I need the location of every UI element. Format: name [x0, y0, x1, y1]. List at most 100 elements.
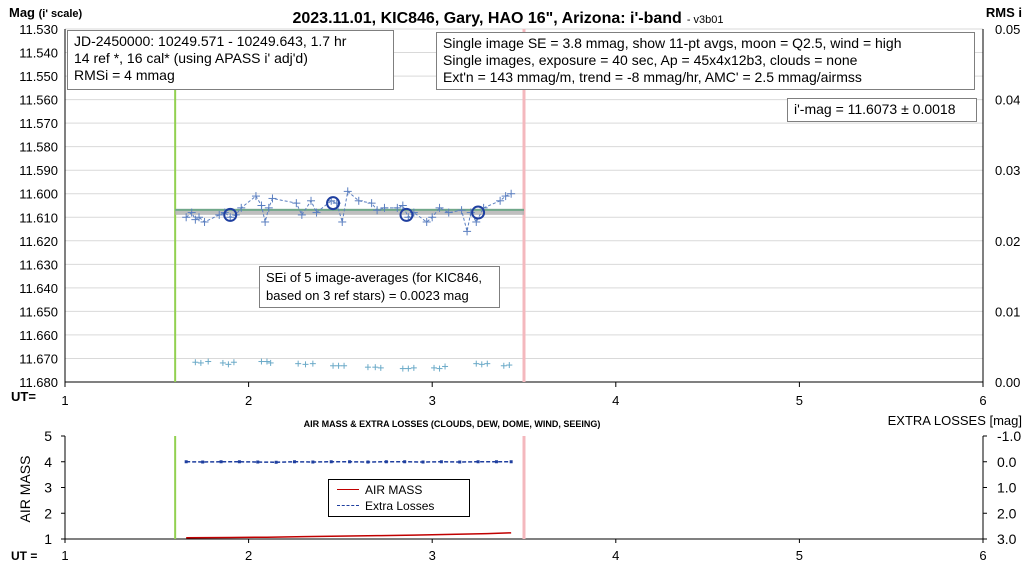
bottom-y2-tick-label: 3.0 — [997, 531, 1017, 547]
top-x-tick-label: 5 — [796, 393, 803, 408]
single-image-point — [182, 213, 191, 222]
top-x-axis-title: UT= — [11, 389, 36, 404]
extra-losses-point — [403, 460, 407, 464]
legend-label-air-mass: AIR MASS — [365, 482, 423, 497]
top-x-tick-label: 6 — [979, 393, 986, 408]
rms-point — [230, 359, 237, 366]
single-image-point — [422, 217, 431, 226]
conditions-info-line: Single image SE = 3.8 mmag, show 11-pt a… — [443, 35, 902, 51]
top-y-tick-label: 11.590 — [19, 163, 58, 178]
rms-point — [192, 359, 199, 366]
rms-point — [364, 364, 371, 371]
conditions-info-line: Ext'n = 143 mmag/m, trend = -8 mmag/hr, … — [443, 69, 862, 85]
bottom-x-tick-label: 2 — [245, 548, 252, 563]
single-image-point — [507, 189, 516, 198]
rms-point — [205, 358, 212, 365]
single-image-point — [466, 208, 475, 217]
extra-losses-point — [509, 460, 513, 464]
bottom-plot: 5 4 3 2 1 -1.0 0.0 1.0 2.0 3.0 1 2 3 4 5 6 — [44, 428, 1021, 563]
air-mass-swatch — [337, 489, 359, 490]
single-image-point — [398, 201, 407, 210]
rms-point — [219, 359, 226, 366]
bottom-x-tick-label: 4 — [612, 548, 619, 563]
rms-point — [478, 361, 485, 368]
bottom-x-tick-label: 6 — [979, 548, 986, 563]
extra-losses-point — [293, 460, 296, 464]
top-y-tick-label: 11.630 — [19, 257, 58, 272]
bottom-x-tick-label: 5 — [796, 548, 803, 563]
chart-title: 2023.11.01, KIC846, Gary, HAO 16", Arizo… — [292, 10, 723, 27]
run-info-line: JD-2450000: 10249.571 - 10249.643, 1.7 h… — [74, 33, 347, 49]
extra-losses-point — [366, 460, 370, 464]
bottom-x-tick-label: 1 — [61, 548, 68, 563]
top-y2-tick-label: 0.05 — [995, 22, 1020, 37]
bottom-chart-title: AIR MASS & EXTRA LOSSES (CLOUDS, DEW, DO… — [304, 419, 601, 429]
single-image-point — [373, 206, 382, 215]
single-image-point — [297, 210, 306, 219]
single-image-point — [457, 206, 466, 215]
single-image-point — [380, 203, 389, 212]
rms-point — [500, 362, 507, 369]
legend-item-air-mass: AIR MASS — [337, 482, 422, 497]
bottom-y2-tick-label: 2.0 — [997, 505, 1017, 521]
top-y-tick-label: 11.620 — [19, 234, 58, 249]
bottom-y-axis-title: AIR MASS — [17, 456, 33, 523]
single-image-point — [463, 227, 472, 236]
top-x-tick-label: 1 — [61, 393, 68, 408]
rms-point — [295, 360, 302, 367]
extra-losses-point — [384, 460, 388, 464]
rms-point — [442, 363, 449, 370]
top-x-tick-label: 3 — [429, 393, 436, 408]
run-info-line: RMSi = 4 mmag — [74, 67, 175, 83]
top-y-tick-label: 11.670 — [19, 351, 58, 366]
legend-item-extra-losses: Extra Losses — [337, 498, 434, 513]
legend-label-extra-losses: Extra Losses — [365, 498, 435, 513]
single-image-point — [501, 192, 510, 201]
top-y-tick-label: 11.610 — [19, 210, 58, 225]
extra-losses-point — [237, 460, 241, 464]
top-y-tick-label: 11.680 — [19, 375, 58, 390]
rms-point — [267, 359, 274, 366]
single-image-point — [354, 196, 363, 205]
single-image-point — [428, 213, 437, 222]
bottom-y2-tick-label: 1.0 — [997, 480, 1017, 496]
top-y2-tick-label: 0.03 — [995, 163, 1020, 178]
rms-point — [399, 365, 406, 372]
top-y2-axis-title: RMS i — [986, 5, 1022, 20]
rms-point — [377, 364, 384, 371]
top-x-tick-label: 4 — [612, 393, 619, 408]
conditions-info-box: Single image SE = 3.8 mmag, show 11-pt a… — [436, 32, 975, 90]
average-point — [471, 205, 486, 220]
extra-losses-swatch — [337, 505, 359, 506]
single-image-point — [195, 213, 204, 222]
single-image-point — [343, 187, 352, 196]
bottom-y-tick-label: 1 — [44, 531, 52, 547]
rms-point — [473, 360, 480, 367]
extra-losses-point — [348, 460, 352, 464]
rms-point — [263, 358, 270, 365]
rms-point — [309, 360, 316, 367]
single-image-point — [496, 196, 505, 205]
extra-losses-point — [184, 460, 188, 464]
rms-point — [197, 359, 204, 366]
run-info-line: 14 ref *, 16 cal* (using APASS i' adj'd) — [74, 50, 308, 66]
bottom-legend: AIR MASS Extra Losses — [328, 479, 470, 517]
bottom-y-tick-label: 5 — [44, 428, 52, 444]
rms-point — [410, 364, 417, 371]
rms-point — [341, 362, 348, 369]
bottom-y-tick-label: 2 — [44, 505, 52, 521]
top-x-tick-label: 2 — [245, 393, 252, 408]
rms-point — [225, 361, 232, 368]
bottom-y2-tick-label: 0.0 — [997, 454, 1017, 470]
single-image-point — [261, 217, 270, 226]
rms-point — [436, 365, 443, 372]
single-image-point — [338, 217, 347, 226]
top-y-tick-label: 11.530 — [19, 22, 58, 37]
extra-losses-point — [274, 460, 278, 464]
run-info-box: JD-2450000: 10249.571 - 10249.643, 1.7 h… — [67, 30, 394, 90]
extra-losses-point — [476, 460, 480, 464]
extra-losses-point — [421, 460, 425, 464]
single-image-point — [312, 208, 321, 217]
extra-losses-point — [219, 460, 223, 464]
single-image-point — [264, 203, 273, 212]
